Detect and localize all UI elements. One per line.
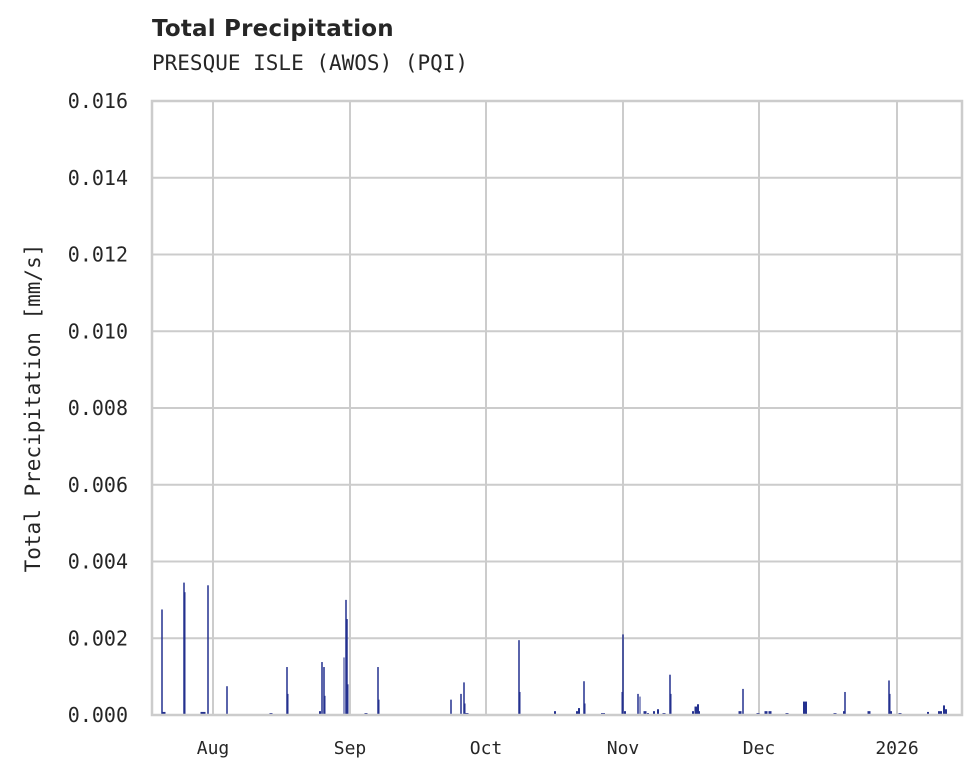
precip-spike — [867, 711, 871, 715]
precip-spike — [653, 711, 655, 715]
precip-spike — [622, 634, 624, 715]
precip-spike — [888, 680, 890, 715]
precip-spike — [450, 699, 452, 715]
x-axis-ticks: Aug Sep Oct Nov Dec 2026 — [197, 738, 919, 759]
precip-spike — [346, 619, 348, 715]
precip-spike — [343, 657, 345, 715]
precip-spike — [945, 709, 947, 715]
precip-spike — [161, 609, 163, 715]
precip-spike — [287, 693, 289, 715]
precip-spike — [162, 711, 166, 715]
x-tick-label: Nov — [607, 738, 640, 759]
precip-spike — [742, 688, 744, 715]
precip-spike — [639, 696, 641, 715]
x-tick-label: Dec — [743, 738, 776, 759]
precip-spike — [643, 711, 647, 715]
precip-spike — [890, 711, 892, 715]
precip-spike — [378, 699, 380, 715]
precip-spike — [463, 682, 465, 715]
precip-spike — [183, 582, 185, 715]
precip-spike — [464, 703, 466, 715]
precip-spike — [940, 711, 942, 715]
gridlines — [152, 100, 962, 716]
precip-spike — [323, 667, 325, 715]
y-axis-ticks: 0.000 0.002 0.004 0.006 0.008 0.010 0.012 0.014… — [68, 89, 128, 727]
precip-spike — [184, 592, 186, 715]
precip-spike — [697, 704, 699, 715]
x-tick-label: Aug — [197, 738, 230, 759]
precip-spike — [621, 691, 623, 715]
y-tick-label: 0.006 — [68, 473, 128, 497]
precip-spike — [583, 681, 585, 715]
y-tick-label: 0.002 — [68, 626, 128, 650]
precip-spike — [738, 711, 742, 715]
precip-spike — [578, 708, 580, 715]
precip-spike — [576, 711, 578, 715]
precip-spike — [584, 703, 586, 715]
y-tick-label: 0.004 — [68, 550, 128, 574]
y-tick-label: 0.010 — [68, 319, 128, 343]
x-tick-label: 2026 — [875, 738, 918, 759]
precip-spike — [669, 674, 671, 715]
precip-spike — [637, 693, 639, 715]
y-tick-label: 0.012 — [68, 243, 128, 267]
precip-spike — [764, 711, 768, 715]
precip-spike — [657, 709, 659, 715]
precip-spike — [460, 693, 462, 715]
x-tick-label: Sep — [334, 738, 367, 759]
precip-spike — [927, 711, 929, 715]
precip-spike — [207, 585, 209, 715]
precip-spike — [803, 701, 807, 715]
precip-spike — [519, 691, 521, 715]
precip-spike — [377, 667, 379, 715]
y-tick-label: 0.014 — [68, 166, 128, 190]
precip-spike — [670, 693, 672, 715]
precip-spike — [843, 711, 845, 715]
x-tick-label: Oct — [470, 738, 503, 759]
precip-spike — [347, 684, 349, 715]
y-tick-label: 0.016 — [68, 89, 128, 113]
precip-spike — [692, 711, 694, 715]
precip-spike — [694, 706, 698, 715]
precip-spike — [889, 693, 891, 715]
precip-spike — [624, 711, 626, 715]
precip-spike — [319, 711, 321, 715]
y-tick-label: 0.008 — [68, 396, 128, 420]
precip-spike — [286, 667, 288, 715]
precip-spike — [226, 686, 228, 715]
precip-spike — [518, 640, 520, 715]
precip-spike — [345, 599, 347, 715]
precipitation-series — [160, 582, 950, 715]
precip-spike — [200, 711, 206, 715]
precip-spike — [324, 695, 326, 715]
plot-frame — [150, 99, 964, 717]
precip-spike — [844, 691, 846, 715]
precip-spike — [321, 662, 323, 715]
precip-spike — [938, 711, 940, 715]
precip-spike — [554, 711, 556, 715]
precip-spike — [768, 711, 772, 715]
y-tick-label: 0.000 — [68, 703, 128, 727]
chart-title: Total Precipitation — [152, 16, 394, 42]
precip-spike — [943, 705, 945, 715]
precip-spike — [698, 711, 700, 715]
chart-subtitle: PRESQUE ISLE (AWOS) (PQI) — [152, 51, 469, 75]
